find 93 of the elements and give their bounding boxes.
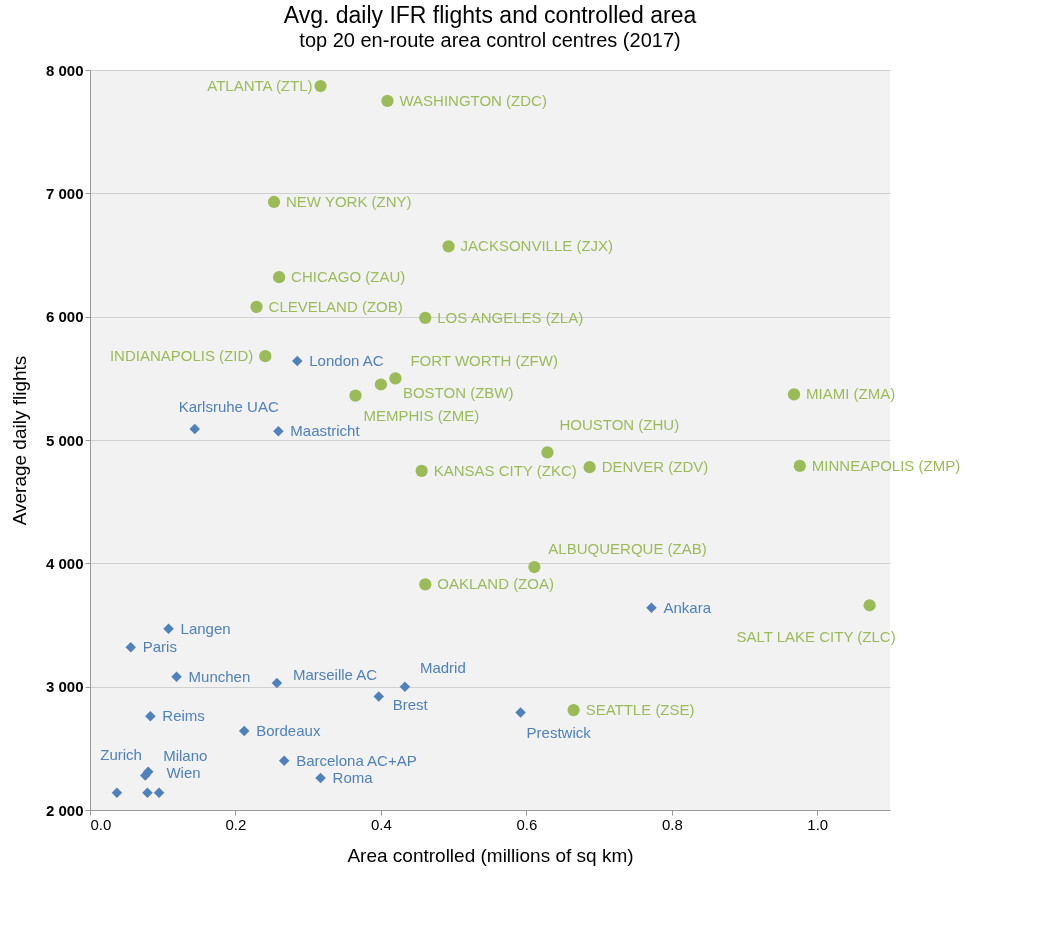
annotation: MEMPHIS (ZME) xyxy=(363,406,480,424)
point xyxy=(863,599,876,612)
annotation: Paris xyxy=(142,638,177,656)
x-tick-label: 0.6 xyxy=(516,815,538,833)
point xyxy=(528,560,541,574)
annotation: Marseille AC xyxy=(292,665,378,683)
annotation: CHICAGO (ZAU) xyxy=(291,268,406,286)
point xyxy=(389,372,402,385)
point xyxy=(259,350,272,363)
annotation: Madrid xyxy=(419,658,466,676)
y-tick-label: 5 000 xyxy=(45,431,84,449)
point xyxy=(142,787,153,798)
point xyxy=(567,703,580,717)
point xyxy=(272,271,286,284)
annotation: Bordeaux xyxy=(256,722,321,740)
point xyxy=(793,459,806,473)
point xyxy=(125,641,136,653)
annotation: Brest xyxy=(392,695,429,713)
point xyxy=(646,602,657,613)
annotation: Milano xyxy=(163,746,208,764)
annotation: OAKLAND (ZOA) xyxy=(437,575,554,593)
annotation: Prestwick xyxy=(526,723,592,741)
point xyxy=(374,378,388,391)
y-axis-title: Average daily flights xyxy=(8,355,30,526)
point xyxy=(145,711,156,722)
point xyxy=(349,389,362,402)
annotation: MINNEAPOLIS (ZMP) xyxy=(811,456,961,474)
annotation: MIAMI (ZMA) xyxy=(806,385,896,403)
annotation: ATLANTA (ZTL) xyxy=(207,77,313,95)
annotation: SEATTLE (ZSE) xyxy=(585,701,695,719)
annotation: INDIANAPOLIS (ZID) xyxy=(109,347,254,365)
annotation: Ankara xyxy=(663,598,712,616)
annotation: JACKSONVILLE (ZJX) xyxy=(460,237,614,255)
point xyxy=(163,623,174,634)
chart-title: Avg. daily IFR flights and controlled area xyxy=(283,2,697,28)
y-tick-label: 3 000 xyxy=(45,678,84,696)
point xyxy=(273,426,284,437)
annotation: Reims xyxy=(162,707,205,725)
point xyxy=(787,388,801,401)
point xyxy=(399,681,411,692)
y-tick-label: 7 000 xyxy=(45,184,84,202)
point xyxy=(315,772,326,784)
x-tick-label: 1.0 xyxy=(807,815,829,833)
x-tick-label: 0.4 xyxy=(370,815,392,833)
annotation: LOS ANGELES (ZLA) xyxy=(437,308,584,326)
y-tick-label: 6 000 xyxy=(45,308,84,326)
point xyxy=(314,79,327,93)
point xyxy=(278,755,290,766)
annotation: Barcelona AC+AP xyxy=(296,751,417,769)
point xyxy=(419,578,432,591)
annotation: Zurich xyxy=(100,746,142,764)
point xyxy=(515,707,526,718)
x-tick-label: 0.8 xyxy=(661,815,683,833)
annotation: Karlsruhe UAC xyxy=(178,397,279,415)
point xyxy=(381,94,394,107)
annotation: Munchen xyxy=(188,667,251,685)
point xyxy=(153,787,165,798)
x-tick-label: 0.0 xyxy=(90,815,112,833)
annotation: Roma xyxy=(332,768,374,786)
point xyxy=(271,677,283,689)
point xyxy=(171,671,182,683)
chart-subtitle: top 20 en-route area control centres (2017) xyxy=(299,29,681,51)
point xyxy=(442,240,455,253)
point xyxy=(189,423,200,435)
annotation: Langen xyxy=(180,619,231,637)
annotation: DENVER (ZDV) xyxy=(601,458,709,476)
annotation: SALT LAKE CITY (ZLC) xyxy=(736,628,896,646)
annotation: ALBUQUERQUE (ZAB) xyxy=(548,540,707,558)
point xyxy=(419,311,432,325)
point xyxy=(111,787,123,798)
x-tick-label: 0.2 xyxy=(225,815,247,833)
point xyxy=(541,446,554,459)
y-tick-label: 4 000 xyxy=(45,554,84,572)
y-tick-label: 2 000 xyxy=(45,801,84,819)
x-axis-title: Area controlled (millions of sq km) xyxy=(347,844,634,866)
annotation: KANSAS CITY (ZKC) xyxy=(433,461,577,479)
point xyxy=(250,300,263,313)
annotation: CLEVELAND (ZOB) xyxy=(268,297,403,315)
point xyxy=(415,464,428,477)
point xyxy=(238,725,250,737)
point xyxy=(583,461,596,474)
annotation: NEW YORK (ZNY) xyxy=(286,192,412,210)
annotation: HOUSTON (ZHU) xyxy=(559,416,680,434)
y-tick-label: 8 000 xyxy=(45,61,84,79)
annotation: FORT WORTH (ZFW) xyxy=(410,352,558,370)
annotation: WASHINGTON (ZDC) xyxy=(399,91,547,109)
annotation: Maastricht xyxy=(290,422,361,440)
annotation: London AC xyxy=(309,352,384,370)
point xyxy=(292,355,303,367)
annotation: Wien xyxy=(166,763,201,781)
point xyxy=(267,195,281,209)
point xyxy=(373,691,384,702)
annotation: BOSTON (ZBW) xyxy=(402,383,514,401)
